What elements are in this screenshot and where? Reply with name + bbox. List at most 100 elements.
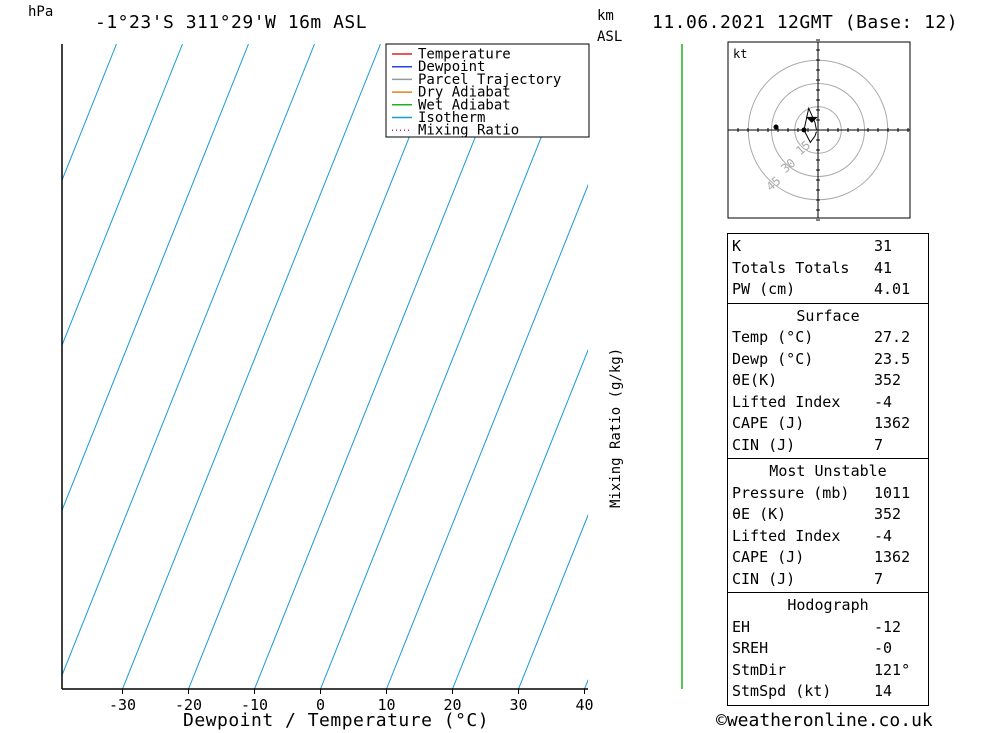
- surface-cape-row: CAPE (J) 1362: [732, 413, 924, 435]
- surface-temp-row: Temp (°C) 27.2: [732, 327, 924, 349]
- stmdir-value: 121°: [874, 660, 911, 679]
- x-axis-title: Dewpoint / Temperature (°C): [183, 710, 490, 731]
- mu-li-label: Lifted Index: [732, 526, 841, 545]
- hodograph-title: Hodograph: [787, 596, 869, 614]
- surface-dewp-label: Dewp (°C): [732, 349, 814, 368]
- station-location: -1°23'S 311°29'W 16m ASL: [95, 12, 368, 33]
- mu-cin-label: CIN (J): [732, 569, 796, 588]
- k-index-label: K: [732, 237, 742, 255]
- surface-section: Surface Temp (°C) 27.2 Dewp (°C) 23.5 θE(K…: [728, 304, 928, 459]
- isotherm-line: [254, 44, 513, 689]
- temp-tick-label: 40: [575, 696, 593, 714]
- hodograph-point: [773, 124, 779, 130]
- eh-label: EH: [732, 617, 751, 636]
- eh-row: EH -12: [732, 617, 924, 639]
- surface-title: Surface: [796, 306, 860, 325]
- surface-cin-value: 7: [874, 435, 884, 454]
- isotherm-line: [320, 44, 579, 689]
- totals-totals-label: Totals Totals: [732, 258, 850, 277]
- mu-cape-row: CAPE (J) 1362: [732, 547, 924, 569]
- stmspd-row: StmSpd (kt) 14: [732, 681, 924, 703]
- surface-cin-row: CIN (J) 7: [732, 435, 924, 457]
- pressure-unit-label: hPa: [28, 4, 54, 20]
- hodograph-unit-label: kt: [733, 47, 747, 61]
- isotherm-line: [62, 44, 117, 182]
- mu-pressure-row: Pressure (mb) 1011: [732, 483, 924, 505]
- mu-cape-label: CAPE (J): [732, 548, 805, 566]
- isotherm-line: [122, 44, 381, 689]
- temp-tick-label: 10: [377, 696, 395, 714]
- mixing-ratio-axis-title: Mixing Ratio (g/kg): [608, 347, 624, 508]
- surface-temp-label: Temp (°C): [732, 328, 814, 346]
- k-index-value: 31: [874, 237, 893, 255]
- legend-label: Isotherm: [418, 110, 485, 126]
- mu-cin-value: 7: [874, 569, 884, 588]
- hodograph-point: [801, 127, 807, 133]
- isotherm-line: [188, 44, 447, 689]
- temp-tick-label: 20: [443, 696, 461, 714]
- k-index-row: K 31: [732, 236, 924, 258]
- mu-li-value: -4: [874, 526, 893, 545]
- mu-li-row: Lifted Index -4: [732, 526, 924, 548]
- mu-cape-value: 1362: [874, 548, 911, 566]
- stmdir-label: StmDir: [732, 660, 787, 679]
- legend-label: Dry Adiabat: [418, 85, 511, 101]
- storm-motion-marker: [805, 116, 818, 123]
- surface-li-value: -4: [874, 392, 893, 411]
- isotherm-line: [62, 44, 183, 347]
- asl-unit: ASL: [597, 29, 623, 45]
- isotherm-line: [62, 44, 315, 677]
- copyright-notice: ©weatheronline.co.uk: [716, 710, 933, 731]
- sreh-label: SREH: [732, 639, 769, 657]
- surface-temp-value: 27.2: [874, 328, 911, 346]
- surface-dewp-row: Dewp (°C) 23.5: [732, 349, 924, 371]
- legend-label: Temperature: [418, 47, 511, 63]
- stmspd-label: StmSpd (kt): [732, 682, 832, 700]
- surface-cape-label: CAPE (J): [732, 414, 805, 432]
- mu-cin-row: CIN (J) 7: [732, 569, 924, 591]
- surface-theta-e-value: 352: [874, 371, 902, 389]
- mu-theta-e-value: 352: [874, 505, 902, 523]
- temp-tick-label: -10: [241, 696, 268, 714]
- surface-li-label: Lifted Index: [732, 392, 841, 411]
- temp-tick-label: 0: [316, 696, 325, 714]
- legend-box: [385, 43, 590, 138]
- temp-tick-label: -20: [175, 696, 202, 714]
- isotherm-line: [62, 44, 249, 512]
- totals-totals-value: 41: [874, 258, 893, 277]
- index-panel: K 31 Totals Totals 41 PW (cm) 4.01 Surface …: [727, 233, 929, 706]
- surface-li-row: Lifted Index -4: [732, 392, 924, 414]
- km-unit: km: [597, 8, 614, 24]
- legend-label: Parcel Trajectory: [418, 72, 561, 88]
- mu-theta-e-row: θE (K) 352: [732, 504, 924, 526]
- mu-pressure-label: Pressure (mb): [732, 483, 850, 502]
- plot-area: [0, 44, 588, 689]
- isotherm-line: [518, 513, 588, 689]
- sreh-row: SREH -0: [732, 638, 924, 660]
- isotherm-line: [452, 348, 588, 689]
- valid-datetime: 11.06.2021 12GMT (Base: 12): [652, 12, 959, 33]
- stmspd-value: 14: [874, 682, 893, 700]
- pw-value: 4.01: [874, 280, 911, 298]
- mu-pressure-value: 1011: [874, 483, 911, 502]
- height-unit-label: km ASL: [597, 6, 622, 48]
- most-unstable-title: Most Unstable: [769, 462, 887, 480]
- hodograph-section: Hodograph EH -12 SREH -0 StmDir 121° StmSpd…: [728, 593, 928, 705]
- legend-label: Dewpoint: [418, 59, 485, 75]
- pw-row: PW (cm) 4.01: [732, 279, 924, 301]
- most-unstable-section: Most Unstable Pressure (mb) 1011 θE (K) 35…: [728, 459, 928, 593]
- legend-label: Wet Adiabat: [418, 97, 511, 113]
- legend-label: Mixing Ratio: [418, 123, 519, 139]
- pw-label: PW (cm): [732, 280, 796, 298]
- basic-indices: K 31 Totals Totals 41 PW (cm) 4.01: [728, 234, 928, 304]
- totals-totals-row: Totals Totals 41: [732, 258, 924, 280]
- surface-dewp-value: 23.5: [874, 349, 911, 368]
- surface-cape-value: 1362: [874, 414, 911, 432]
- surface-theta-e-label: θE(K): [732, 371, 778, 389]
- isotherm-line: [0, 44, 51, 689]
- sreh-value: -0: [874, 639, 893, 657]
- temp-tick-label: 30: [509, 696, 527, 714]
